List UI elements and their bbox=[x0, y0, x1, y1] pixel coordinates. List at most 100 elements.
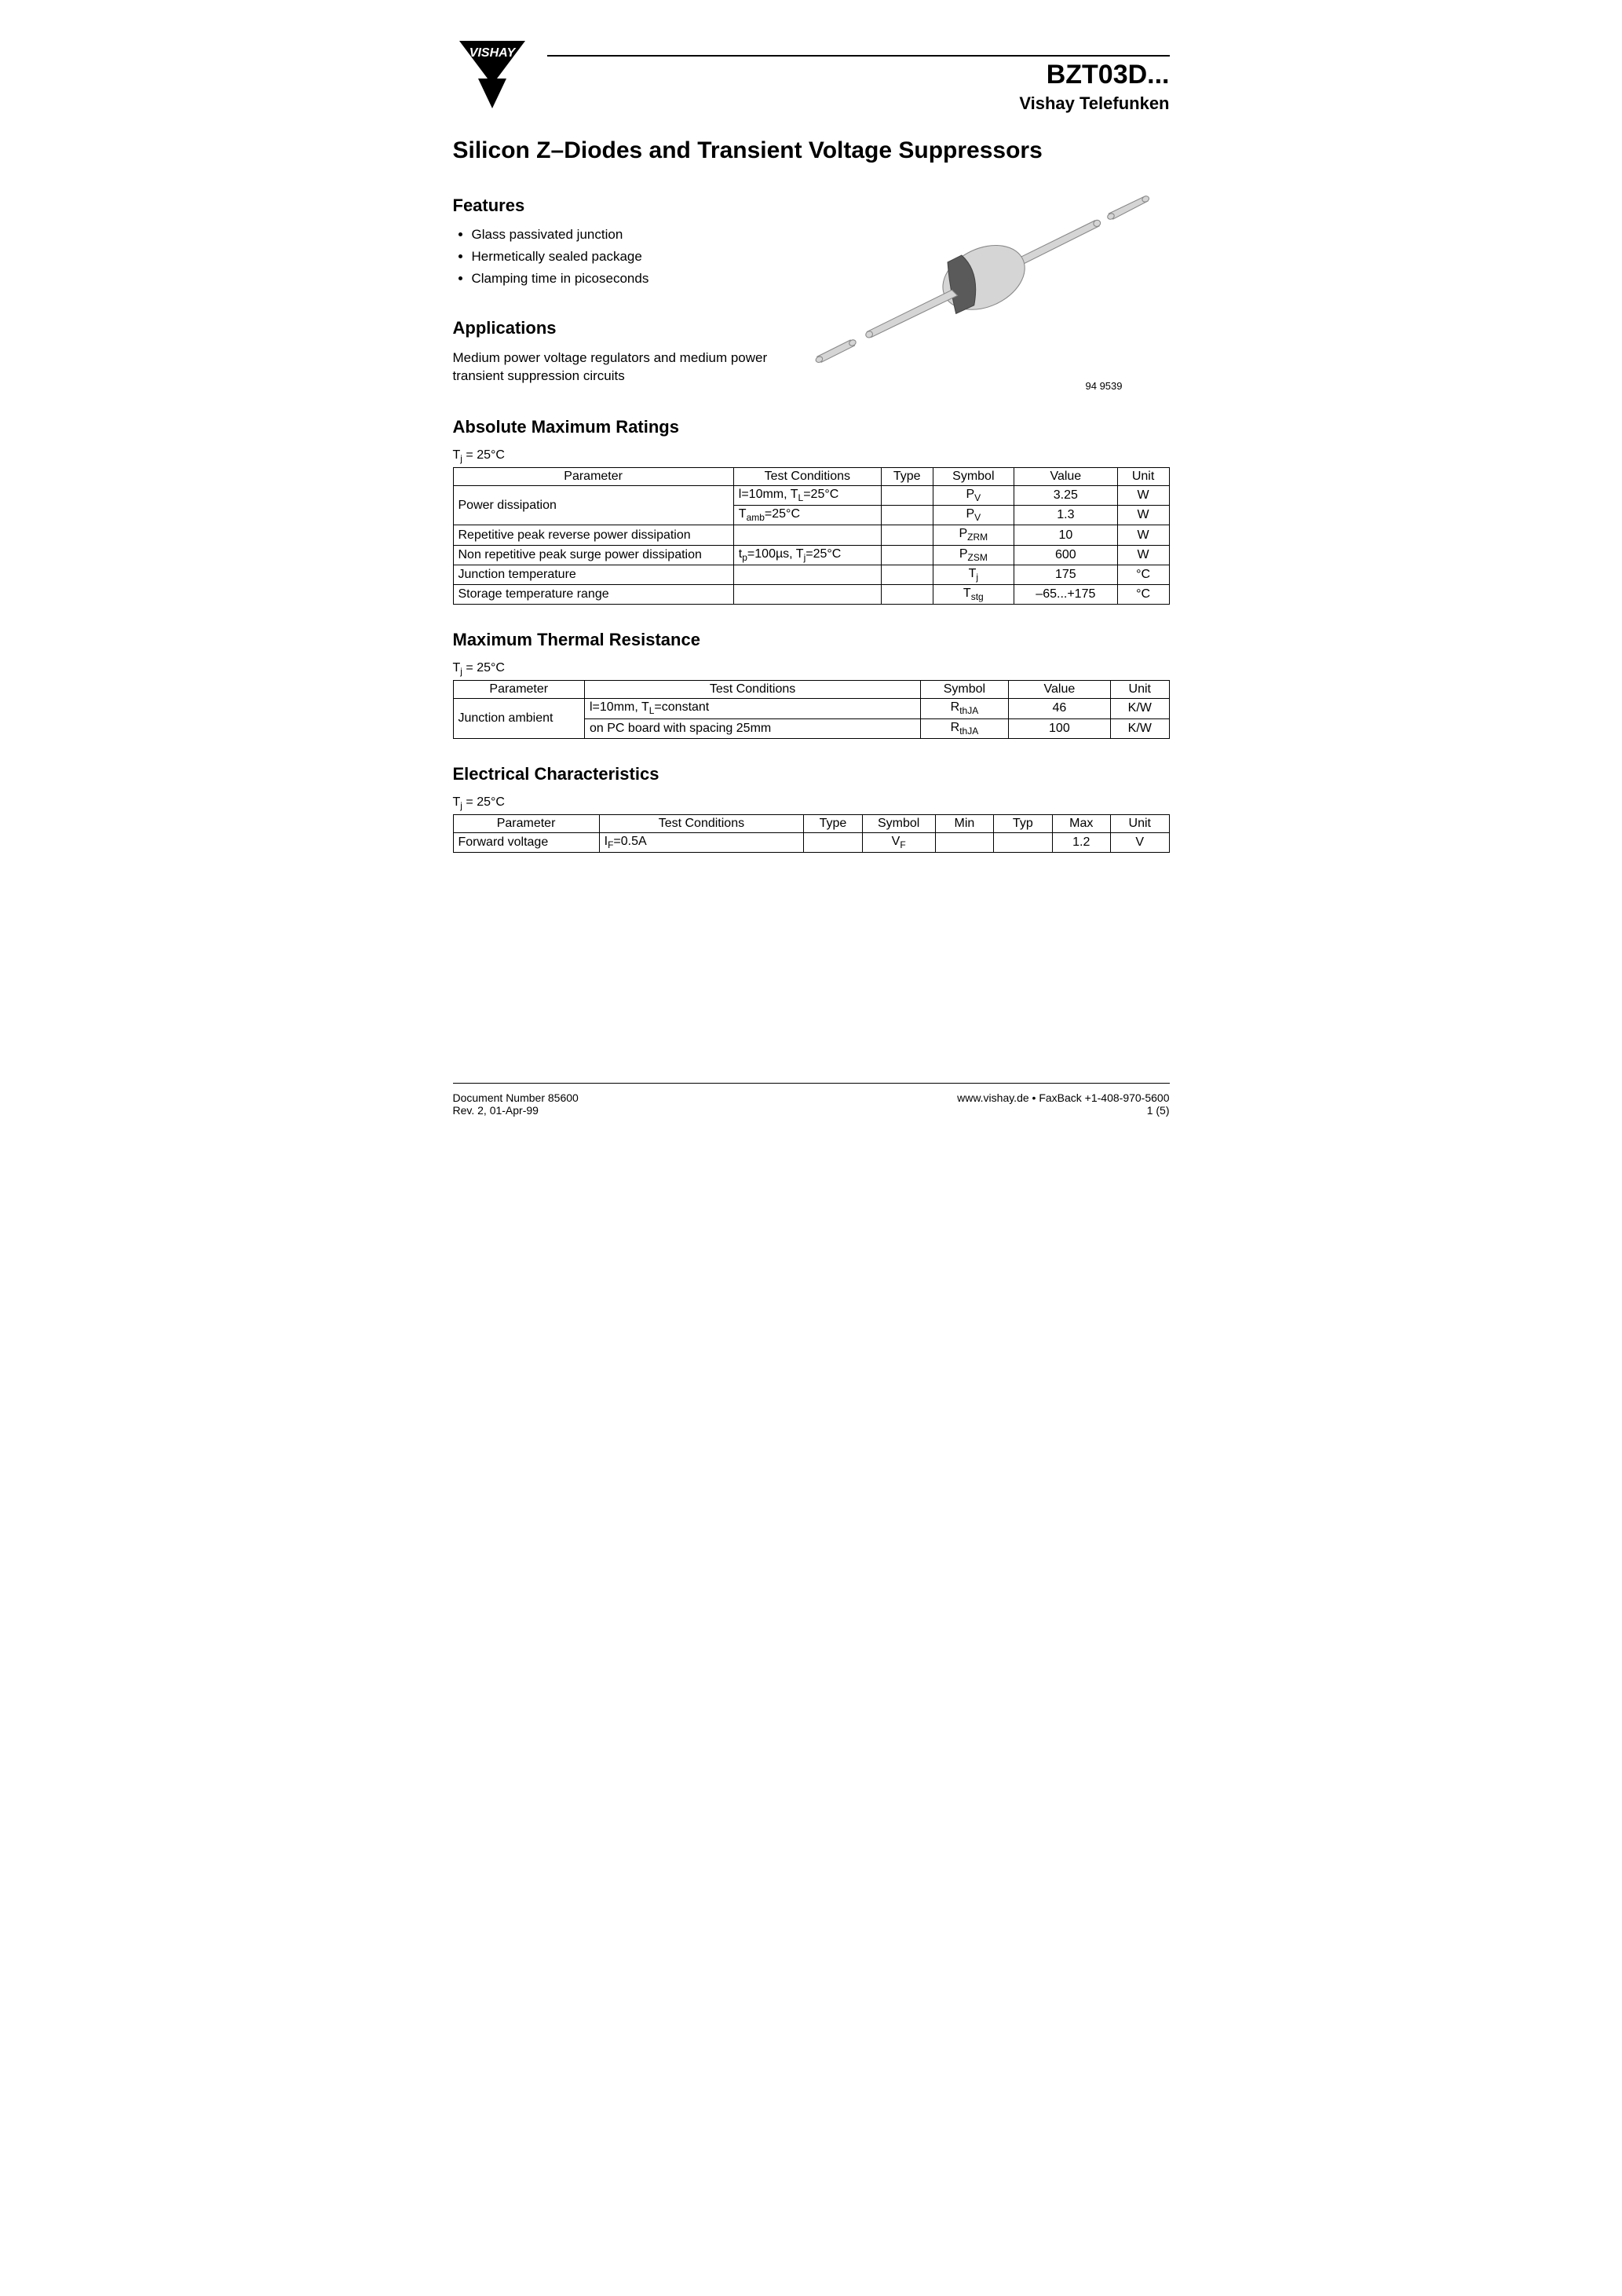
col-conditions: Test Conditions bbox=[585, 681, 921, 699]
cell-symbol: PV bbox=[933, 506, 1014, 525]
table-row: Power dissipation l=10mm, TL=25°C PV 3.2… bbox=[453, 486, 1169, 506]
cell-symbol: PV bbox=[933, 486, 1014, 506]
cell-symbol: VF bbox=[862, 832, 935, 852]
cell-value: 46 bbox=[1008, 699, 1110, 718]
col-max: Max bbox=[1052, 814, 1110, 832]
cell-cond: Tamb=25°C bbox=[733, 506, 881, 525]
thermal-section: Maximum Thermal Resistance Tj = 25°C Par… bbox=[453, 630, 1170, 739]
cell-value: 600 bbox=[1014, 545, 1118, 565]
cell-param: Repetitive peak reverse power dissipatio… bbox=[453, 525, 733, 545]
col-value: Value bbox=[1014, 468, 1118, 486]
drawing-column: 94 9539 bbox=[798, 196, 1169, 417]
abs-max-section: Absolute Maximum Ratings Tj = 25°C Param… bbox=[453, 417, 1170, 605]
thermal-condition: Tj = 25°C bbox=[453, 661, 1170, 677]
cell-unit: K/W bbox=[1111, 699, 1169, 718]
cell-cond bbox=[733, 565, 881, 584]
features-heading: Features bbox=[453, 196, 776, 216]
cell-type bbox=[881, 545, 933, 565]
cell-cond bbox=[733, 525, 881, 545]
cell-max: 1.2 bbox=[1052, 832, 1110, 852]
cell-unit: V bbox=[1110, 832, 1169, 852]
cell-type bbox=[881, 585, 933, 605]
cell-unit: W bbox=[1117, 486, 1169, 506]
col-symbol: Symbol bbox=[933, 468, 1014, 486]
cell-unit: °C bbox=[1117, 565, 1169, 584]
feature-item: Hermetically sealed package bbox=[472, 249, 776, 265]
page-header: VISHAY BZT03D... Vishay Telefunken bbox=[453, 39, 1170, 114]
abs-max-heading: Absolute Maximum Ratings bbox=[453, 417, 1170, 437]
table-row: Junction ambient l=10mm, TL=constant Rth… bbox=[453, 699, 1169, 718]
cell-type bbox=[881, 565, 933, 584]
title-block: BZT03D... Vishay Telefunken bbox=[547, 39, 1170, 114]
cell-min bbox=[935, 832, 993, 852]
table-row: Junction temperature Tj 175 °C bbox=[453, 565, 1169, 584]
thermal-heading: Maximum Thermal Resistance bbox=[453, 630, 1170, 650]
cell-symbol: Tstg bbox=[933, 585, 1014, 605]
features-list: Glass passivated junction Hermetically s… bbox=[453, 227, 776, 287]
page-footer: Document Number 85600 Rev. 2, 01-Apr-99 … bbox=[453, 1083, 1170, 1117]
footer-url: www.vishay.de • FaxBack +1-408-970-5600 bbox=[957, 1091, 1169, 1104]
part-number: BZT03D... bbox=[547, 60, 1170, 90]
cell-param: Junction ambient bbox=[453, 699, 585, 738]
cell-unit: °C bbox=[1117, 585, 1169, 605]
col-type: Type bbox=[804, 814, 862, 832]
cell-unit: K/W bbox=[1111, 718, 1169, 738]
col-parameter: Parameter bbox=[453, 681, 585, 699]
title-rule bbox=[547, 39, 1170, 57]
cell-unit: W bbox=[1117, 545, 1169, 565]
cell-symbol: RthJA bbox=[921, 718, 1009, 738]
cell-type bbox=[804, 832, 862, 852]
cell-param: Power dissipation bbox=[453, 486, 733, 525]
col-symbol: Symbol bbox=[921, 681, 1009, 699]
cell-value: 100 bbox=[1008, 718, 1110, 738]
table-row: Non repetitive peak surge power dissipat… bbox=[453, 545, 1169, 565]
applications-heading: Applications bbox=[453, 318, 776, 338]
col-unit: Unit bbox=[1110, 814, 1169, 832]
electrical-condition: Tj = 25°C bbox=[453, 795, 1170, 811]
electrical-table: Parameter Test Conditions Type Symbol Mi… bbox=[453, 814, 1170, 853]
cell-type bbox=[881, 486, 933, 506]
cell-value: 3.25 bbox=[1014, 486, 1118, 506]
col-conditions: Test Conditions bbox=[599, 814, 804, 832]
cell-cond: tp=100µs, Tj=25°C bbox=[733, 545, 881, 565]
cell-param: Forward voltage bbox=[453, 832, 599, 852]
text-column: Features Glass passivated junction Herme… bbox=[453, 196, 776, 417]
cell-type bbox=[881, 525, 933, 545]
table-header-row: Parameter Test Conditions Type Symbol Va… bbox=[453, 468, 1169, 486]
manufacturer-subtitle: Vishay Telefunken bbox=[547, 93, 1170, 114]
logo-text: VISHAY bbox=[469, 46, 516, 60]
col-value: Value bbox=[1008, 681, 1110, 699]
footer-page: 1 (5) bbox=[957, 1104, 1169, 1117]
cell-symbol: Tj bbox=[933, 565, 1014, 584]
thermal-table: Parameter Test Conditions Symbol Value U… bbox=[453, 680, 1170, 738]
cell-value: –65...+175 bbox=[1014, 585, 1118, 605]
abs-max-table: Parameter Test Conditions Type Symbol Va… bbox=[453, 467, 1170, 605]
cell-symbol: PZRM bbox=[933, 525, 1014, 545]
footer-right: www.vishay.de • FaxBack +1-408-970-5600 … bbox=[957, 1091, 1169, 1117]
cell-type bbox=[881, 506, 933, 525]
footer-row: Document Number 85600 Rev. 2, 01-Apr-99 … bbox=[453, 1091, 1170, 1117]
electrical-section: Electrical Characteristics Tj = 25°C Par… bbox=[453, 764, 1170, 853]
electrical-heading: Electrical Characteristics bbox=[453, 764, 1170, 784]
datasheet-page: VISHAY BZT03D... Vishay Telefunken Silic… bbox=[406, 0, 1217, 1148]
top-content: Features Glass passivated junction Herme… bbox=[453, 196, 1170, 417]
col-parameter: Parameter bbox=[453, 468, 733, 486]
col-symbol: Symbol bbox=[862, 814, 935, 832]
col-type: Type bbox=[881, 468, 933, 486]
doc-rev: Rev. 2, 01-Apr-99 bbox=[453, 1104, 579, 1117]
feature-item: Glass passivated junction bbox=[472, 227, 776, 243]
cell-value: 1.3 bbox=[1014, 506, 1118, 525]
col-unit: Unit bbox=[1111, 681, 1169, 699]
cell-cond: on PC board with spacing 25mm bbox=[585, 718, 921, 738]
cell-cond: l=10mm, TL=25°C bbox=[733, 486, 881, 506]
table-row: Storage temperature range Tstg –65...+17… bbox=[453, 585, 1169, 605]
logo: VISHAY bbox=[453, 39, 532, 114]
doc-number: Document Number 85600 bbox=[453, 1091, 579, 1104]
cell-cond: IF=0.5A bbox=[599, 832, 804, 852]
cell-cond bbox=[733, 585, 881, 605]
cell-value: 10 bbox=[1014, 525, 1118, 545]
cell-unit: W bbox=[1117, 506, 1169, 525]
cell-cond: l=10mm, TL=constant bbox=[585, 699, 921, 718]
footer-rule bbox=[453, 1083, 1170, 1084]
abs-max-condition: Tj = 25°C bbox=[453, 448, 1170, 464]
